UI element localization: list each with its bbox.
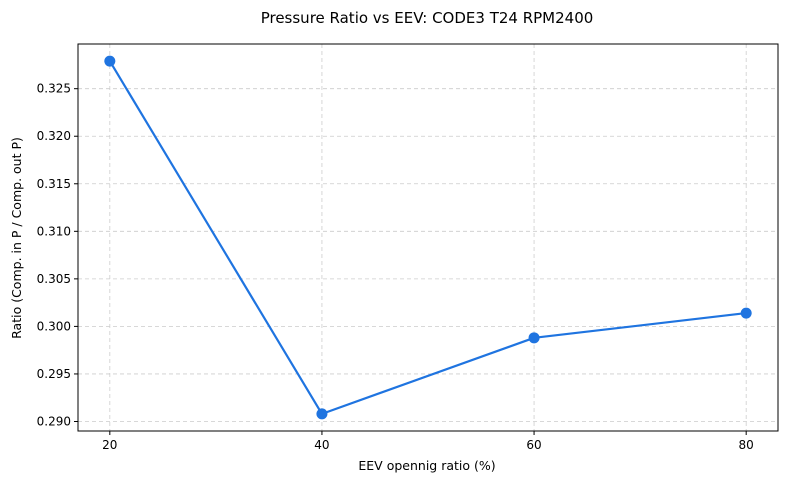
- y-tick-label: 0.310: [37, 224, 71, 238]
- grid-layer: [78, 44, 778, 431]
- x-tick-label: 60: [526, 438, 541, 452]
- y-axis-label: Ratio (Comp. in P / Comp. out P): [9, 137, 24, 339]
- y-axis-ticks: 0.290 0.295 0.300 0.305 0.310 0.315 0.320 0.325: [37, 82, 78, 428]
- plot-frame: [77, 43, 779, 432]
- data-point: [104, 55, 116, 67]
- y-tick-label: 0.300: [37, 319, 71, 333]
- series-layer: [104, 55, 752, 420]
- y-tick-label: 0.325: [37, 82, 71, 96]
- y-tick-label: 0.315: [37, 177, 71, 191]
- x-tick-label: 80: [739, 438, 754, 452]
- series-line: [108, 60, 748, 415]
- chart-title: Pressure Ratio vs EEV: CODE3 T24 RPM2400: [261, 9, 594, 27]
- y-tick-label: 0.320: [37, 129, 71, 143]
- x-axis-ticks: 20 40 60 80: [102, 431, 754, 452]
- data-point: [316, 408, 328, 420]
- x-axis-label: EEV opennig ratio (%): [358, 458, 495, 473]
- data-point: [740, 307, 752, 319]
- y-tick-label: 0.290: [37, 414, 71, 428]
- y-tick-label: 0.305: [37, 272, 71, 286]
- y-tick-label: 0.295: [37, 367, 71, 381]
- x-tick-label: 20: [102, 438, 117, 452]
- data-point: [528, 332, 540, 344]
- x-tick-label: 40: [314, 438, 329, 452]
